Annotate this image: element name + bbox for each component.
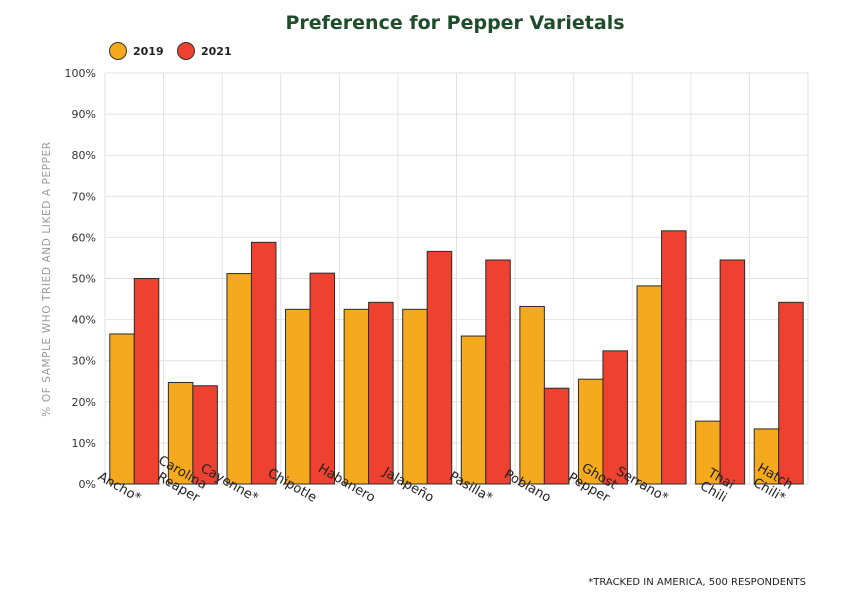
bar-2019: [519, 305, 545, 485]
y-tick-label: 70%: [72, 190, 96, 203]
gridlines: [104, 72, 809, 485]
y-tick-label: 10%: [72, 437, 96, 450]
bar-2019: [226, 273, 252, 485]
y-tick-label: 90%: [72, 108, 96, 121]
bar-2019: [577, 378, 604, 485]
bar-2021: [661, 230, 687, 485]
y-tick-label: 0%: [79, 478, 96, 491]
bars: [109, 230, 804, 485]
bar-2019: [167, 381, 194, 485]
y-tick-label: 60%: [72, 231, 96, 244]
y-tick-label: 20%: [72, 396, 96, 409]
bar-2019: [460, 335, 487, 485]
y-axis-label: % OF SAMPLE WHO TRIED AND LIKED A PEPPER: [41, 141, 53, 416]
y-tick-label: 30%: [72, 355, 96, 368]
bar-2021: [778, 301, 804, 485]
bar-2019: [753, 428, 780, 485]
bar-2021: [309, 272, 336, 485]
bar-2021: [719, 259, 746, 485]
legend-swatch-2019: [109, 42, 127, 60]
bar-2019: [695, 420, 721, 485]
y-tick-label: 80%: [72, 149, 96, 162]
bar-2019: [402, 308, 428, 485]
bar-2021: [133, 278, 160, 485]
bar-2019: [109, 333, 135, 485]
bar-2021: [602, 350, 628, 485]
legend: 2019 2021: [109, 42, 232, 60]
y-axis-ticks: 0% 10% 20% 30% 40% 50% 60% 70% 80% 90% 100%: [65, 67, 96, 491]
bar-2021: [543, 387, 570, 485]
legend-label-2021: 2021: [201, 45, 232, 58]
footnote: *TRACKED IN AMERICA, 500 RESPONDENTS: [588, 577, 806, 588]
chart-title: Preference for Pepper Varietals: [285, 12, 624, 34]
legend-swatch-2021: [177, 42, 195, 60]
bar-2019: [636, 285, 663, 485]
bar-2021: [250, 241, 277, 485]
bar-2021: [426, 250, 453, 485]
bar-2019: [343, 308, 370, 485]
bar-2021: [192, 385, 218, 485]
bar-2021: [368, 301, 394, 485]
y-tick-label: 50%: [72, 273, 96, 286]
bar-2019: [285, 308, 311, 485]
y-tick-label: 100%: [65, 67, 96, 80]
legend-label-2019: 2019: [133, 45, 164, 58]
y-tick-label: 40%: [72, 314, 96, 327]
bar-2021: [485, 259, 511, 485]
